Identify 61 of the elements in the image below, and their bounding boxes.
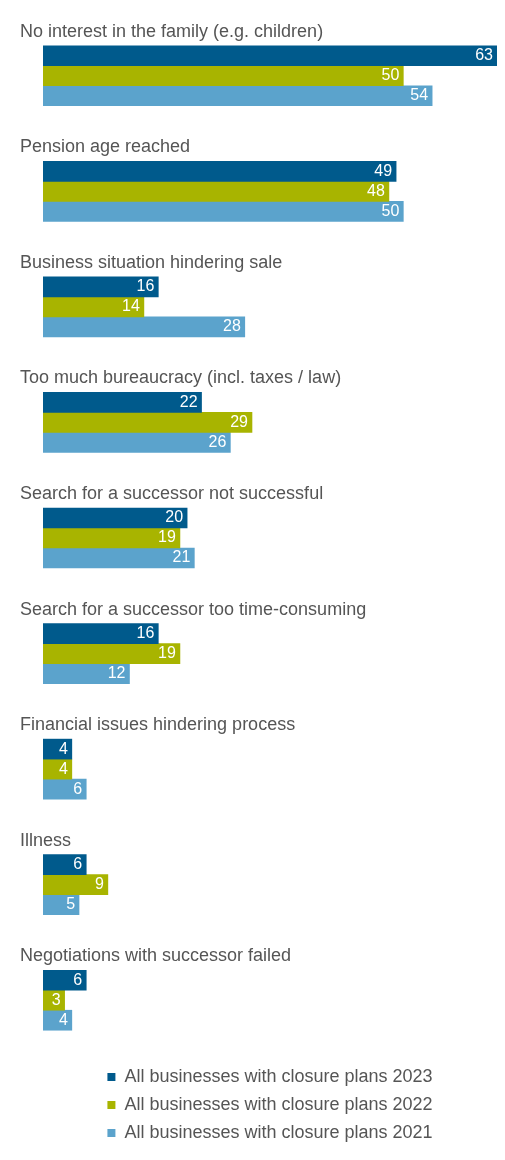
data-label: 4 (58, 739, 68, 757)
legend-label: All businesses with closure plans 2022 (124, 1093, 433, 1114)
data-label: 29 (230, 412, 249, 430)
bar (43, 181, 390, 202)
y-tick-label: Business situation hindering sale (20, 251, 283, 272)
data-label: 54 (410, 86, 429, 104)
bar (43, 316, 246, 338)
data-label: 6 (73, 855, 83, 873)
y-tick-label: Pension age reached (20, 136, 191, 157)
bar (43, 778, 87, 800)
y-tick-label: Too much bureaucracy (incl. taxes / law) (20, 367, 342, 388)
bar (43, 507, 188, 529)
bar (43, 854, 87, 875)
data-label: 5 (66, 895, 76, 913)
data-label: 6 (73, 779, 83, 797)
data-label: 22 (179, 392, 198, 410)
data-label: 26 (208, 432, 227, 450)
legend-label: All businesses with closure plans 2021 (124, 1121, 433, 1142)
y-tick-label: Search for a successor too time-consuming (20, 598, 367, 619)
data-label: 20 (165, 508, 184, 526)
y-tick-label: Financial issues hindering process (20, 714, 296, 735)
data-label: 50 (381, 201, 400, 219)
data-label: 16 (136, 277, 155, 295)
bar (43, 623, 159, 644)
data-label: 50 (381, 66, 400, 84)
data-label: 4 (58, 1010, 68, 1028)
bar (43, 527, 181, 549)
bar (43, 392, 202, 413)
y-tick-label: No interest in the family (e.g. children) (20, 20, 324, 41)
bar (43, 547, 195, 569)
data-label: 3 (51, 990, 61, 1008)
data-label: 19 (158, 643, 177, 661)
bar (43, 161, 397, 182)
data-label: 16 (136, 623, 155, 641)
bar (43, 276, 159, 298)
bar (43, 45, 497, 67)
bar (43, 969, 87, 991)
data-label: 19 (158, 528, 177, 546)
bar (43, 432, 231, 453)
bar (43, 85, 433, 107)
y-tick-label: Illness (20, 829, 72, 850)
data-label: 49 (374, 161, 393, 179)
bar (43, 65, 404, 87)
bar (43, 643, 181, 664)
data-label: 63 (475, 46, 494, 64)
y-tick-label: Negotiations with successor failed (20, 945, 292, 966)
y-tick-label: Search for a successor not successful (20, 483, 324, 503)
data-label: 48 (367, 181, 386, 199)
data-label: 12 (107, 663, 126, 681)
bar (43, 296, 145, 318)
legend-label: All businesses with closure plans 2023 (124, 1065, 433, 1086)
data-label: 9 (94, 875, 104, 893)
data-label: 21 (172, 548, 191, 566)
data-label: 6 (73, 970, 83, 988)
bar (43, 663, 130, 684)
data-label: 4 (58, 759, 68, 777)
bar (43, 412, 253, 433)
bar (43, 874, 109, 895)
data-label: 28 (222, 317, 241, 335)
data-label: 14 (122, 297, 140, 315)
bar (43, 201, 404, 222)
